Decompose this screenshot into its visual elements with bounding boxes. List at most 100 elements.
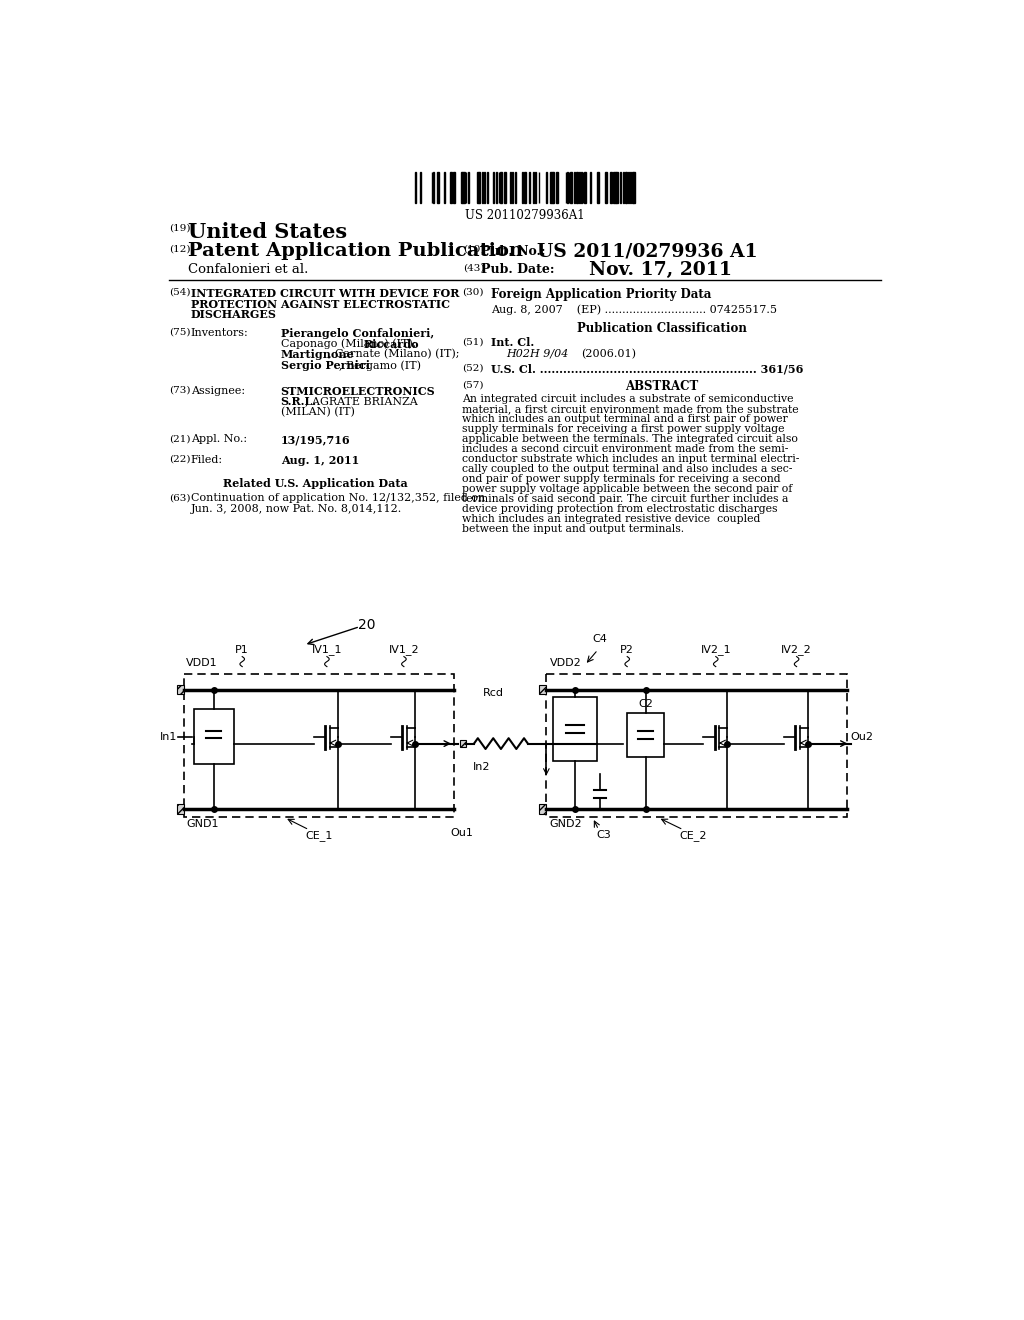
- Text: STMICROELECTRONICS: STMICROELECTRONICS: [281, 385, 435, 396]
- Bar: [550, 172, 553, 203]
- Text: (43): (43): [463, 263, 484, 272]
- Text: Aug. 8, 2007    (EP) ............................. 07425517.5: Aug. 8, 2007 (EP) ......................…: [490, 305, 777, 315]
- Text: IV1_1: IV1_1: [311, 644, 342, 655]
- Text: PROTECTION AGAINST ELECTROSTATIC: PROTECTION AGAINST ELECTROSTATIC: [190, 298, 450, 310]
- Text: conductor substrate which includes an input terminal electri-: conductor substrate which includes an in…: [462, 454, 799, 465]
- Bar: [454, 172, 455, 203]
- Text: Pierangelo Confalonieri,: Pierangelo Confalonieri,: [281, 327, 434, 339]
- Text: (52): (52): [462, 363, 483, 372]
- Text: (MILAN) (IT): (MILAN) (IT): [281, 407, 354, 417]
- Text: Caponago (Milano) (IT);: Caponago (Milano) (IT);: [281, 339, 420, 350]
- Text: VDD1: VDD1: [186, 659, 218, 668]
- Bar: [634, 172, 635, 203]
- Bar: [556, 172, 558, 203]
- Bar: [584, 172, 587, 203]
- Text: Martignone: Martignone: [281, 350, 354, 360]
- Text: Assignee:: Assignee:: [190, 385, 245, 396]
- Text: Ou1: Ou1: [451, 829, 473, 838]
- Bar: [539, 685, 547, 694]
- Text: VDD2: VDD2: [550, 659, 582, 668]
- Bar: [610, 172, 611, 203]
- Bar: [451, 172, 452, 203]
- Text: (75): (75): [169, 327, 190, 337]
- Text: (30): (30): [462, 288, 483, 297]
- Text: IV2_2: IV2_2: [781, 644, 812, 655]
- Text: C4: C4: [593, 634, 607, 644]
- Text: C3: C3: [596, 830, 611, 840]
- Text: which includes an integrated resistive device  coupled: which includes an integrated resistive d…: [462, 515, 760, 524]
- Text: device providing protection from electrostatic discharges: device providing protection from electro…: [462, 504, 777, 513]
- Text: Foreign Application Priority Data: Foreign Application Priority Data: [490, 288, 712, 301]
- Text: Publication Classification: Publication Classification: [577, 322, 746, 335]
- Bar: [613, 172, 615, 203]
- Text: C2: C2: [638, 700, 653, 709]
- Text: H02H 9/04: H02H 9/04: [506, 348, 568, 359]
- Text: Int. Cl.: Int. Cl.: [490, 337, 535, 348]
- Text: (57): (57): [462, 380, 483, 389]
- Bar: [524, 172, 525, 203]
- Text: (73): (73): [169, 385, 190, 395]
- Bar: [620, 172, 621, 203]
- Bar: [597, 172, 599, 203]
- Text: (10): (10): [463, 244, 484, 253]
- Text: Related U.S. Application Data: Related U.S. Application Data: [223, 478, 408, 488]
- Text: which includes an output terminal and a first pair of power: which includes an output terminal and a …: [462, 414, 787, 424]
- Bar: [616, 172, 617, 203]
- Text: In1: In1: [160, 733, 177, 742]
- Text: Pub. No.:: Pub. No.:: [481, 244, 546, 257]
- Text: U.S. Cl. ........................................................ 361/56: U.S. Cl. ...............................…: [490, 363, 803, 375]
- Text: supply terminals for receiving a first power supply voltage: supply terminals for receiving a first p…: [462, 424, 784, 434]
- Text: material, a first circuit environment made from the substrate: material, a first circuit environment ma…: [462, 404, 799, 414]
- Bar: [500, 172, 502, 203]
- Bar: [184, 675, 454, 817]
- Text: Rcd: Rcd: [483, 688, 504, 698]
- Text: 20: 20: [357, 618, 375, 632]
- Text: Nov. 17, 2011: Nov. 17, 2011: [589, 261, 732, 279]
- Text: between the input and output terminals.: between the input and output terminals.: [462, 524, 684, 535]
- Text: Confalonieri et al.: Confalonieri et al.: [187, 263, 308, 276]
- Text: 13/195,716: 13/195,716: [281, 434, 350, 445]
- Bar: [463, 172, 465, 203]
- Text: Aug. 1, 2011: Aug. 1, 2011: [281, 455, 359, 466]
- Bar: [575, 172, 578, 203]
- Text: GND1: GND1: [186, 818, 218, 829]
- Text: IV1_2: IV1_2: [388, 644, 419, 655]
- Bar: [460, 739, 466, 747]
- Bar: [547, 675, 847, 817]
- Text: (2006.01): (2006.01): [581, 348, 636, 359]
- Text: cally coupled to the output terminal and also includes a sec-: cally coupled to the output terminal and…: [462, 465, 792, 474]
- Bar: [194, 709, 233, 764]
- Text: GND2: GND2: [550, 818, 582, 829]
- Text: An integrated circuit includes a substrate of semiconductive: An integrated circuit includes a substra…: [462, 395, 794, 404]
- Text: P2: P2: [621, 645, 634, 655]
- Text: (12): (12): [169, 244, 190, 253]
- Bar: [437, 172, 439, 203]
- Text: Patent Application Publication: Patent Application Publication: [187, 243, 522, 260]
- Text: (19): (19): [169, 224, 190, 232]
- Text: United States: United States: [187, 222, 347, 242]
- Bar: [504, 172, 506, 203]
- Text: P1: P1: [236, 645, 249, 655]
- Text: Pub. Date:: Pub. Date:: [481, 263, 554, 276]
- Text: (51): (51): [462, 337, 483, 346]
- Bar: [481, 172, 483, 203]
- Text: , AGRATE BRIANZA: , AGRATE BRIANZA: [304, 396, 418, 407]
- Text: IV2_1: IV2_1: [700, 644, 731, 655]
- Text: Riccardo: Riccardo: [364, 339, 420, 350]
- Text: applicable between the terminals. The integrated circuit also: applicable between the terminals. The in…: [462, 434, 798, 444]
- Bar: [553, 697, 597, 760]
- Bar: [628, 713, 665, 758]
- Text: includes a second circuit environment made from the semi-: includes a second circuit environment ma…: [462, 444, 788, 454]
- Text: terminals of said second pair. The circuit further includes a: terminals of said second pair. The circu…: [462, 494, 788, 504]
- Text: INTEGRATED CIRCUIT WITH DEVICE FOR: INTEGRATED CIRCUIT WITH DEVICE FOR: [190, 288, 459, 298]
- Text: , Bergamo (IT): , Bergamo (IT): [339, 360, 421, 371]
- Text: (22): (22): [169, 455, 190, 463]
- Text: S.R.L.: S.R.L.: [281, 396, 316, 408]
- Text: Jun. 3, 2008, now Pat. No. 8,014,112.: Jun. 3, 2008, now Pat. No. 8,014,112.: [190, 504, 401, 513]
- Bar: [546, 172, 547, 203]
- Text: , Carnate (Milano) (IT);: , Carnate (Milano) (IT);: [329, 350, 460, 360]
- Bar: [605, 172, 607, 203]
- Text: Ou2: Ou2: [851, 733, 873, 742]
- Bar: [539, 804, 547, 813]
- Text: (63): (63): [169, 494, 190, 503]
